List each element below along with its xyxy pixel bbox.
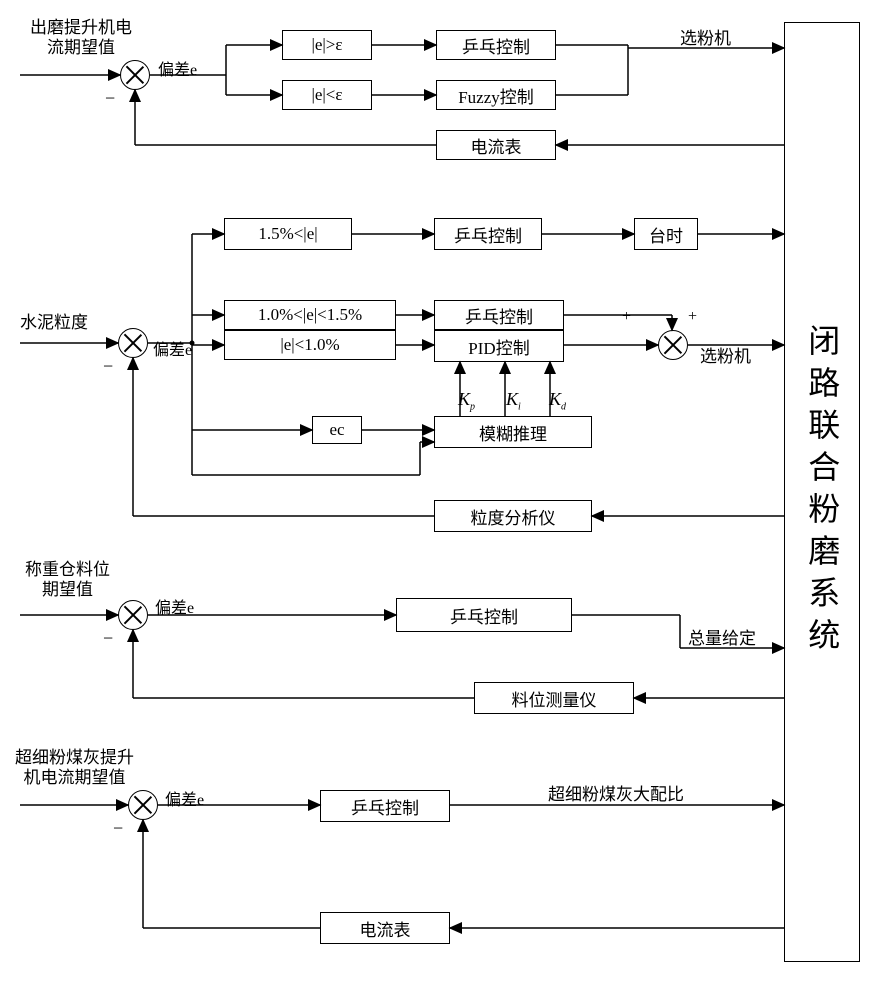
loop2-cond2-box: 1.0%<|e|<1.5% xyxy=(224,300,396,330)
loop4-minus: − xyxy=(113,818,123,839)
loop3-error-label: 偏差e xyxy=(155,594,194,618)
loop2-cond3-box: |e|<1.0% xyxy=(224,330,396,360)
loop2-setpoint-label: 水泥粒度 xyxy=(20,308,88,333)
loop3-bb-box: 乒乓控制 xyxy=(396,598,572,632)
loop4-bb-box: 乒乓控制 xyxy=(320,790,450,822)
loop1-fuzzy-text: Fuzzy控制 xyxy=(458,83,534,108)
loop2-pid-box: PID控制 xyxy=(434,330,564,362)
loop4-output-label: 超细粉煤灰大配比 xyxy=(548,780,684,805)
loop1-bb-box: 乒乓控制 xyxy=(436,30,556,60)
loop3-summing-junction xyxy=(118,600,148,630)
loop4-error-label: 偏差e xyxy=(165,786,204,810)
loop2-taishi-box: 台时 xyxy=(634,218,698,250)
loop1-fuzzy-box: Fuzzy控制 xyxy=(436,80,556,110)
loop4-feedback-text: 电流表 xyxy=(360,916,411,941)
loop2-bb1-text: 乒乓控制 xyxy=(454,222,522,247)
loop1-bb-text: 乒乓控制 xyxy=(462,33,530,58)
loop2-bb2-text: 乒乓控制 xyxy=(465,303,533,328)
loop4-summing-junction xyxy=(128,790,158,820)
loop4-setpoint-label: 超细粉煤灰提升 机电流期望值 xyxy=(15,748,134,788)
main-system-label: 闭路联合粉磨系统 xyxy=(803,324,841,660)
loop2-bb2-box: 乒乓控制 xyxy=(434,300,564,330)
loop2-bb1-box: 乒乓控制 xyxy=(434,218,542,250)
loop1-setpoint-label: 出磨提升机电 流期望值 xyxy=(30,18,132,58)
loop3-feedback-text: 料位测量仪 xyxy=(512,686,597,711)
loop1-summing-junction xyxy=(120,60,150,90)
kp-label: Kp xyxy=(449,368,475,413)
loop1-cond-lt-text: |e|<ε xyxy=(311,85,342,105)
loop1-output-label: 选粉机 xyxy=(680,24,731,49)
loop2-minus: − xyxy=(103,356,113,377)
loop4-feedback-box: 电流表 xyxy=(320,912,450,944)
loop2-error-label: 偏差e xyxy=(153,336,192,360)
loop2-taishi-text: 台时 xyxy=(649,222,683,247)
loop1-error-label: 偏差e xyxy=(158,56,197,80)
loop2-fuzzy-infer-text: 模糊推理 xyxy=(479,420,547,445)
loop2-feedback-box: 粒度分析仪 xyxy=(434,500,592,532)
loop1-cond-lt-box: |e|<ε xyxy=(282,80,372,110)
ki-label: Ki xyxy=(497,368,521,413)
loop1-feedback-text: 电流表 xyxy=(471,133,522,158)
loop1-feedback-box: 电流表 xyxy=(436,130,556,160)
kd-label: Kd xyxy=(540,368,566,413)
loop1-minus: − xyxy=(105,88,115,109)
loop2-ec-text: ec xyxy=(329,420,344,440)
loop2-cond3-text: |e|<1.0% xyxy=(280,335,339,355)
loop1-cond-gt-box: |e|>ε xyxy=(282,30,372,60)
loop4-bb-text: 乒乓控制 xyxy=(351,794,419,819)
loop2-ec-box: ec xyxy=(312,416,362,444)
loop2-cond1-box: 1.5%<|e| xyxy=(224,218,352,250)
loop3-bb-text: 乒乓控制 xyxy=(450,603,518,628)
loop1-cond-gt-text: |e|>ε xyxy=(311,35,342,55)
loop3-minus: − xyxy=(103,628,113,649)
loop3-output-label: 总量给定 xyxy=(688,624,756,649)
loop2-output2-label: 选粉机 xyxy=(700,342,751,367)
loop2-feedback-text: 粒度分析仪 xyxy=(471,504,556,529)
loop2-cond2-text: 1.0%<|e|<1.5% xyxy=(258,305,362,325)
loop2-sum2 xyxy=(658,330,688,360)
loop2-pid-text: PID控制 xyxy=(468,334,529,359)
loop2-summing-junction xyxy=(118,328,148,358)
loop2-plus2: + xyxy=(688,308,697,326)
loop2-plus1: + xyxy=(622,308,631,326)
loop3-feedback-box: 料位测量仪 xyxy=(474,682,634,714)
main-system-box: 闭路联合粉磨系统 xyxy=(784,22,860,962)
loop2-cond1-text: 1.5%<|e| xyxy=(258,224,317,244)
loop2-fuzzy-infer-box: 模糊推理 xyxy=(434,416,592,448)
loop3-setpoint-label: 称重仓料位 期望值 xyxy=(25,560,110,600)
